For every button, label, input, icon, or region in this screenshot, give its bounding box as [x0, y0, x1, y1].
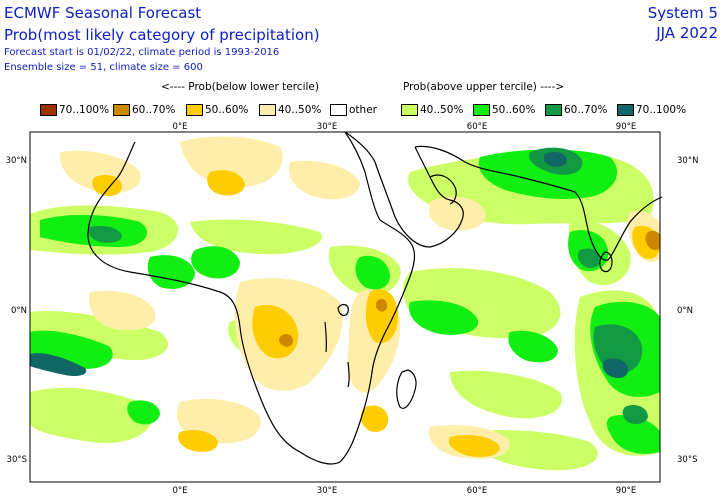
top-lon-ticks: 0°E 30°E 60°E 90°E: [172, 122, 636, 132]
legend-label: 50..60%: [492, 104, 536, 116]
lake-victoria-coastline: [337, 303, 349, 317]
below-60-70-regions: [279, 230, 660, 347]
legend-item-below-40-50: 40..50%: [259, 104, 321, 116]
left-lat-ticks: 30°N 0°N 30°S: [6, 156, 27, 465]
lake-tanganyika: [324, 321, 328, 353]
bottom-lon-ticks: 0°E 30°E 60°E 90°E: [172, 486, 636, 496]
probability-field: [30, 136, 660, 471]
africa-coastline: [87, 131, 416, 465]
lat-tick-left-30s: 30°S: [7, 455, 27, 465]
legend-label: 60..70%: [132, 104, 176, 116]
lat-tick-right-30s: 30°S: [677, 455, 697, 465]
legend-item-above-50-60: 50..60%: [473, 104, 535, 116]
lon-tick-bottom-0: 0°E: [172, 486, 187, 496]
legend-swatch: [40, 104, 57, 116]
legend-label: 60..70%: [564, 104, 608, 116]
legend-label: 70..100%: [636, 104, 687, 116]
lat-tick-left-30n: 30°N: [6, 156, 27, 166]
sri-lanka-coastline: [599, 251, 613, 273]
legend-label: other: [349, 104, 377, 116]
legend-swatch: [259, 104, 276, 116]
chart-title: ECMWF Seasonal Forecast: [4, 4, 202, 22]
lon-tick-top-0: 0°E: [172, 122, 187, 132]
lake-malawi: [347, 361, 350, 388]
coastlines: [87, 131, 663, 465]
legend-item-above-60-70: 60..70%: [545, 104, 607, 116]
legend-label: 50..60%: [205, 104, 249, 116]
legend-swatch: [330, 104, 347, 116]
system-label: System 5: [647, 4, 718, 22]
legend-above-heading: Prob(above upper tercile) ---->: [403, 81, 565, 93]
gulf-coastline: [429, 174, 457, 205]
madagascar-coastline: [396, 369, 417, 409]
legend-swatch: [113, 104, 130, 116]
probability-map: 0°E 30°E 60°E 90°E 0°E 30°E 60°E 90°E 30…: [6, 122, 699, 496]
lon-tick-bottom-30: 30°E: [317, 486, 337, 496]
legend-label: 40..50%: [278, 104, 322, 116]
legend-item-above-70-100: 70..100%: [617, 104, 686, 116]
season-label: JJA 2022: [656, 24, 718, 42]
legend-swatch: [617, 104, 634, 116]
lat-tick-left-0n: 0°N: [11, 306, 27, 316]
legend-swatch: [473, 104, 490, 116]
lon-tick-bottom-90: 90°E: [616, 486, 636, 496]
forecast-info: Forecast start is 01/02/22, climate peri…: [4, 47, 280, 58]
lon-tick-top-90: 90°E: [616, 122, 636, 132]
legend-below-heading: <---- Prob(below lower tercile): [161, 81, 319, 93]
legend-item-above-40-50: 40..50%: [401, 104, 463, 116]
arabia-coastline: [344, 131, 464, 248]
map-frame: [29, 131, 661, 483]
lon-tick-top-30: 30°E: [317, 122, 337, 132]
above-70-100-regions: [30, 152, 628, 378]
legend-item-other: other: [330, 104, 377, 116]
legend-item-below-60-70: 60..70%: [113, 104, 175, 116]
above-50-60-regions: [30, 149, 660, 454]
lon-tick-bottom-60: 60°E: [467, 486, 487, 496]
chart-subtitle: Prob(most likely category of precipitati…: [4, 26, 320, 44]
legend-swatch: [186, 104, 203, 116]
lat-tick-right-0n: 0°N: [677, 306, 693, 316]
lat-tick-right-30n: 30°N: [677, 156, 698, 166]
legend-swatch: [545, 104, 562, 116]
ensemble-info: Ensemble size = 51, climate size = 600: [4, 62, 203, 73]
lon-tick-top-60: 60°E: [467, 122, 487, 132]
legend-item-below-70-100: 70..100%: [40, 104, 109, 116]
legend-label: 70..100%: [59, 104, 110, 116]
legend-item-below-50-60: 50..60%: [186, 104, 248, 116]
legend-swatch: [401, 104, 418, 116]
legend-label: 40..50%: [420, 104, 464, 116]
asia-coastline: [414, 145, 663, 261]
right-lat-ticks: 30°N 0°N 30°S: [677, 156, 698, 465]
